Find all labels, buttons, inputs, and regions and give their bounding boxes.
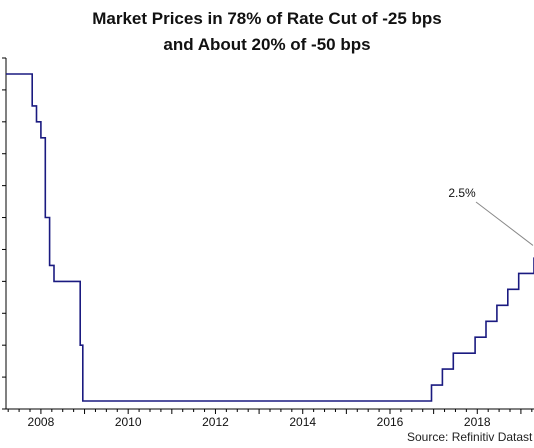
chart-title-line-2: and About 20% of -50 bps [163,35,371,54]
x-tick-label: 2014 [289,415,316,429]
x-tick-label: 2008 [28,415,55,429]
chart-title: Market Prices in 78% of Rate Cut of -25 … [0,6,534,58]
policy-rate-line [6,73,534,402]
x-tick-label: 2012 [202,415,229,429]
source-note: Source: Refinitiv Datast [407,430,533,444]
annotation-label: 2.5% [448,186,476,200]
chart-title-line-1: Market Prices in 78% of Rate Cut of -25 … [92,9,442,28]
series-layer [6,73,534,402]
x-tick-label: 2018 [464,415,491,429]
x-tick-label: 2010 [115,415,142,429]
x-tick-label: 2016 [377,415,404,429]
axes: 2008 2010 2012 2014 2016 2018 [2,57,534,429]
annotation-layer: 2.5% [448,186,534,246]
annotation-leader-line [475,201,534,246]
